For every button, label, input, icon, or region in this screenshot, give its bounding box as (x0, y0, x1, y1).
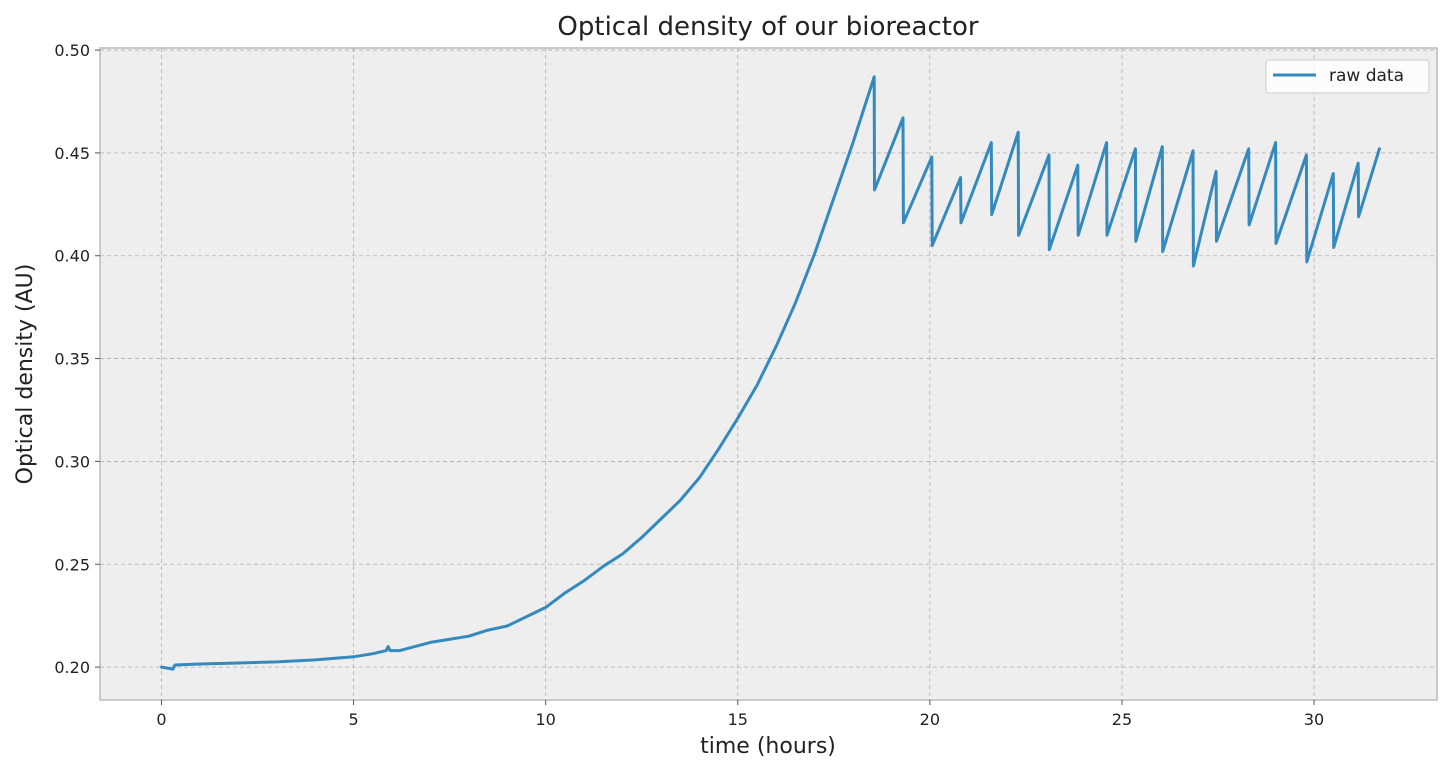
x-tick-label: 20 (920, 710, 940, 729)
x-axis-label: time (hours) (700, 734, 836, 759)
y-tick-label: 0.25 (54, 555, 90, 574)
y-tick-label: 0.20 (54, 658, 90, 677)
series-line-raw-data (160, 75, 1381, 671)
legend-box (1265, 59, 1430, 94)
y-tick-label: 0.50 (54, 41, 90, 60)
gridlines (100, 48, 1437, 700)
y-tick-label: 0.45 (54, 144, 90, 163)
chart-title: Optical density of our bioreactor (557, 12, 978, 42)
x-tick-label: 0 (156, 710, 166, 729)
x-tick-label: 10 (535, 710, 555, 729)
x-tick-label: 15 (728, 710, 748, 729)
series-layer (160, 75, 1381, 671)
y-tick-label: 0.30 (54, 452, 90, 471)
legend: raw data (1265, 59, 1430, 94)
x-tick-label: 30 (1304, 710, 1324, 729)
x-tick-label: 25 (1112, 710, 1132, 729)
plot-area (99, 47, 1438, 701)
y-tick-label: 0.35 (54, 350, 90, 369)
axis-ticks: 0 5 10 15 20 25 30 0.20 0.25 0.30 0.35 0.40 0.45 0.50 (54, 41, 1324, 729)
y-axis-label: Optical density (AU) (13, 264, 38, 485)
x-tick-label: 5 (348, 710, 358, 729)
legend-label: raw data (1329, 66, 1404, 86)
y-tick-label: 0.40 (54, 247, 90, 266)
